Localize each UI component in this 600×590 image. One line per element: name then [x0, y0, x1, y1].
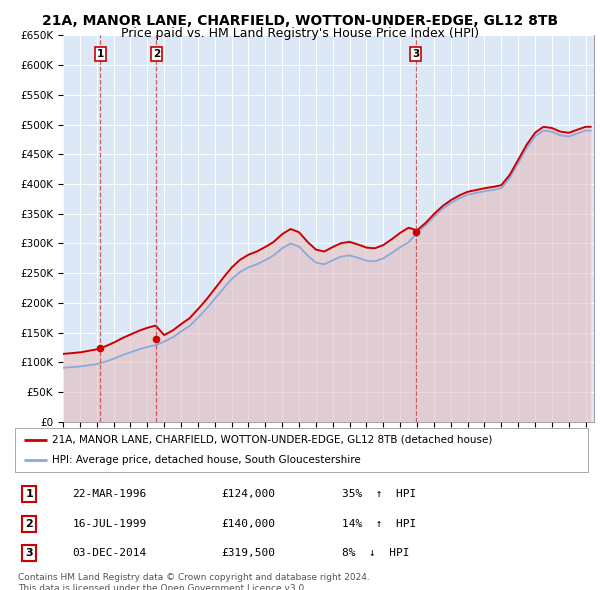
Text: 1: 1: [25, 489, 33, 499]
Text: Contains HM Land Registry data © Crown copyright and database right 2024.
This d: Contains HM Land Registry data © Crown c…: [18, 573, 370, 590]
Text: 14%  ↑  HPI: 14% ↑ HPI: [341, 519, 416, 529]
Text: 2: 2: [25, 519, 33, 529]
Text: 2: 2: [153, 49, 160, 59]
Text: 35%  ↑  HPI: 35% ↑ HPI: [341, 489, 416, 499]
Text: 22-MAR-1996: 22-MAR-1996: [73, 489, 146, 499]
Text: Price paid vs. HM Land Registry's House Price Index (HPI): Price paid vs. HM Land Registry's House …: [121, 27, 479, 40]
Text: 1: 1: [97, 49, 104, 59]
Text: 21A, MANOR LANE, CHARFIELD, WOTTON-UNDER-EDGE, GL12 8TB (detached house): 21A, MANOR LANE, CHARFIELD, WOTTON-UNDER…: [52, 435, 493, 445]
Text: £319,500: £319,500: [221, 548, 275, 558]
Text: £124,000: £124,000: [221, 489, 275, 499]
Text: HPI: Average price, detached house, South Gloucestershire: HPI: Average price, detached house, Sout…: [52, 455, 361, 465]
Text: 21A, MANOR LANE, CHARFIELD, WOTTON-UNDER-EDGE, GL12 8TB: 21A, MANOR LANE, CHARFIELD, WOTTON-UNDER…: [42, 14, 558, 28]
Text: 16-JUL-1999: 16-JUL-1999: [73, 519, 146, 529]
Text: 03-DEC-2014: 03-DEC-2014: [73, 548, 146, 558]
Text: 3: 3: [412, 49, 419, 59]
Text: 8%  ↓  HPI: 8% ↓ HPI: [341, 548, 409, 558]
Text: 3: 3: [26, 548, 33, 558]
Text: £140,000: £140,000: [221, 519, 275, 529]
